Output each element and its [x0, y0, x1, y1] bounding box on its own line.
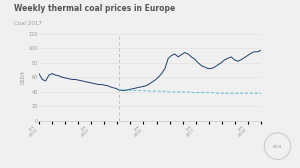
Text: Coal 2017: Coal 2017 — [14, 21, 41, 26]
Text: Weekly thermal coal prices in Europe: Weekly thermal coal prices in Europe — [14, 4, 175, 13]
Y-axis label: USD/t: USD/t — [20, 70, 26, 84]
Text: iea: iea — [273, 144, 282, 149]
